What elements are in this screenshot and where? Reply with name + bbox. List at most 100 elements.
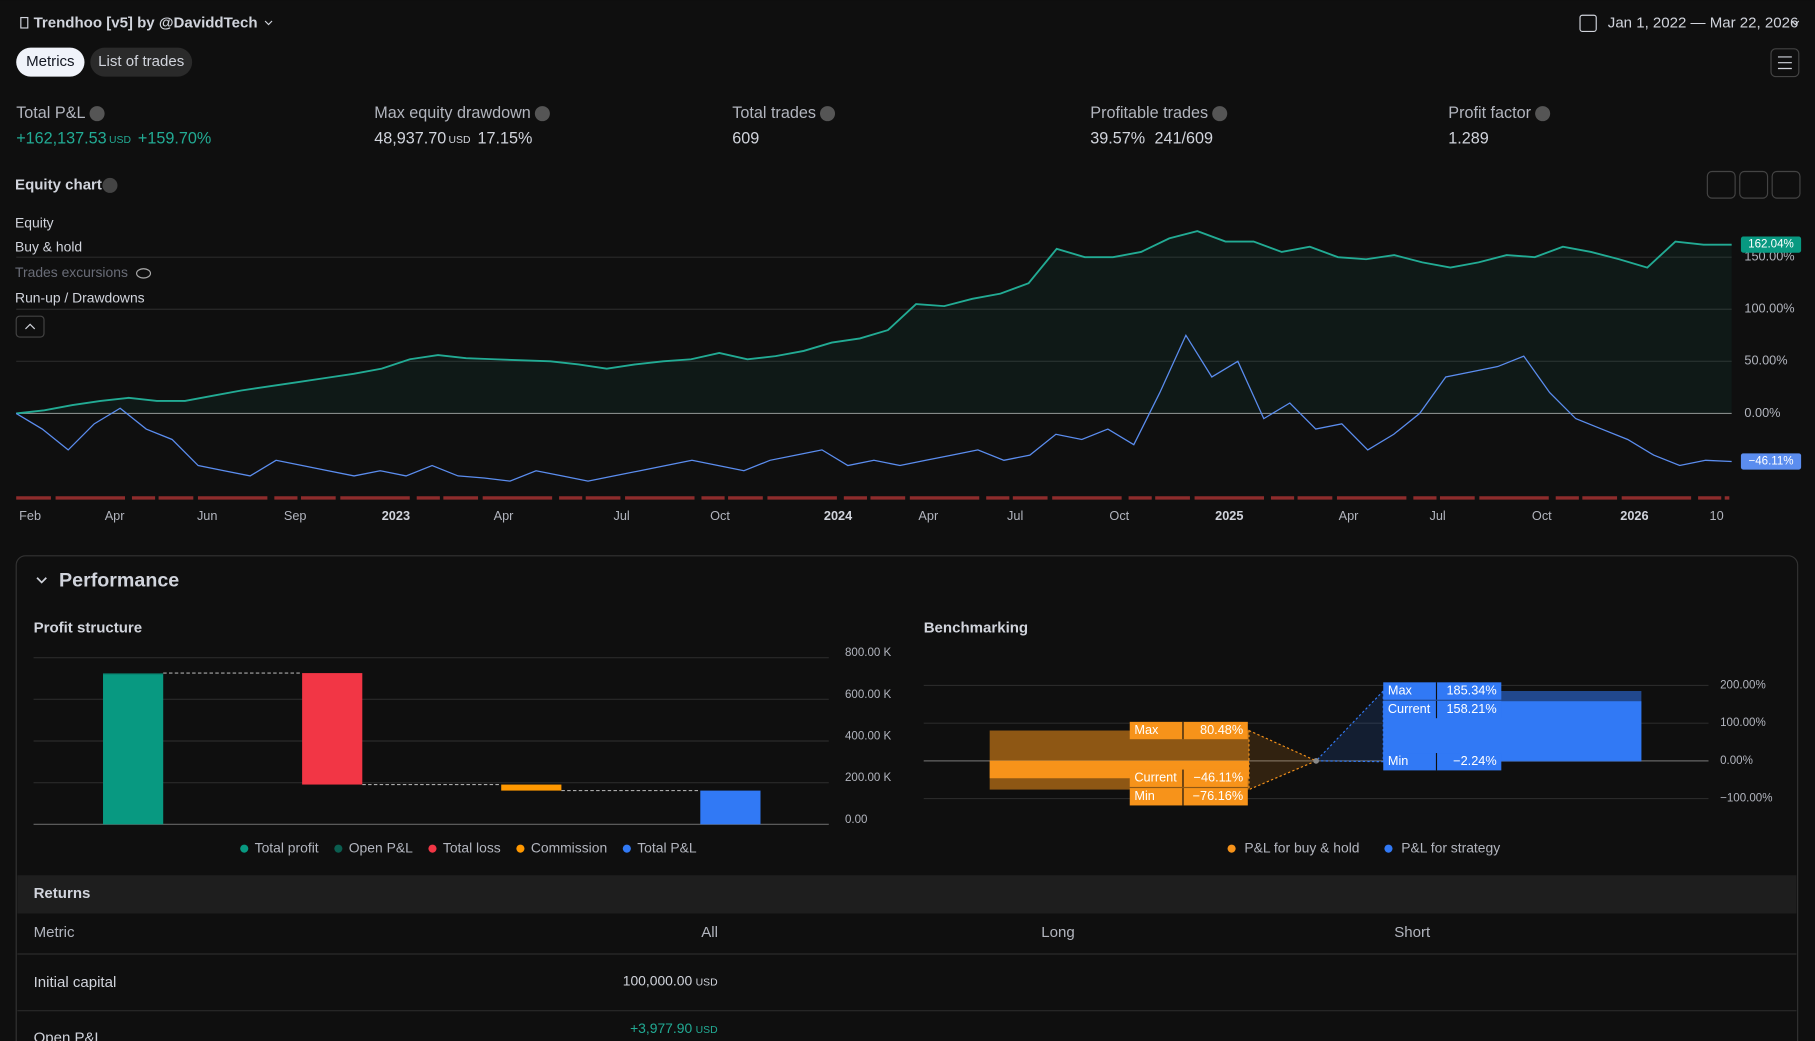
legend-item[interactable]: Buy & hold bbox=[15, 239, 82, 255]
x-tick-label: 2026 bbox=[1620, 508, 1648, 523]
chart-title: Profit structure bbox=[34, 620, 143, 637]
x-tick-label: Jun bbox=[197, 508, 218, 523]
value-tag bbox=[1383, 700, 1502, 719]
equity-chart: 0.00%50.00%100.00%150.00%Feb Apr Jun Sep 202… bbox=[15, 230, 1802, 523]
equity-area bbox=[16, 231, 1732, 414]
x-tick-label: Feb bbox=[19, 508, 41, 523]
range-fan bbox=[1314, 689, 1384, 763]
x-tick-label: Jul bbox=[1007, 508, 1023, 523]
x-tick-label: Apr bbox=[105, 508, 126, 523]
settings-button[interactable] bbox=[1706, 170, 1736, 199]
value-tag bbox=[1383, 682, 1502, 700]
value-tag bbox=[1383, 753, 1502, 771]
legend-item[interactable]: Run-up / Drawdowns bbox=[15, 290, 145, 306]
bar bbox=[302, 673, 363, 785]
date-range[interactable]: Jan 1, 2022 — Mar 22, 2026 bbox=[1608, 14, 1799, 31]
bar bbox=[700, 790, 761, 825]
cell-unit: USD bbox=[696, 1025, 718, 1036]
y-tick-label: 200.00 K bbox=[845, 772, 892, 784]
info-icon bbox=[819, 106, 836, 122]
tab-bg[interactable] bbox=[90, 47, 193, 77]
metric-extra: +159.70% bbox=[138, 129, 211, 147]
calendar-icon[interactable] bbox=[1579, 14, 1597, 33]
x-tick-label: Oct bbox=[710, 508, 730, 523]
legend-item[interactable]: Trades excursions bbox=[15, 264, 128, 280]
help-icon[interactable] bbox=[102, 177, 118, 193]
metric-value: 48,937.70 bbox=[374, 129, 446, 147]
legend-label: Total profit bbox=[255, 839, 319, 855]
x-tick-label: Jul bbox=[1430, 508, 1446, 523]
legend-dot bbox=[1384, 844, 1393, 853]
legend-label: P&L for buy & hold bbox=[1244, 839, 1359, 855]
y-tick-label: 200.00% bbox=[1720, 680, 1766, 692]
y-tick-label: 800.00 K bbox=[845, 647, 892, 659]
chart-title: Benchmarking bbox=[924, 620, 1028, 637]
metric-unit: USD bbox=[109, 135, 131, 146]
snapshot-button[interactable] bbox=[1739, 170, 1769, 199]
tag-value: −76.16% bbox=[1193, 788, 1244, 803]
y-tick-label: 0.00 bbox=[845, 814, 868, 826]
metric-label: Total P&L bbox=[16, 104, 85, 122]
last-value-label: −46.11% bbox=[1748, 456, 1793, 468]
tag-label: Max bbox=[1134, 722, 1159, 737]
legend-label: Open P&L bbox=[349, 839, 413, 855]
legend-dot bbox=[1227, 844, 1236, 853]
tag-value: 158.21% bbox=[1446, 701, 1496, 716]
bar bbox=[103, 673, 164, 675]
metric-value: +162,137.53 bbox=[16, 129, 106, 147]
section-title: Performance bbox=[59, 569, 179, 591]
legend-item[interactable]: Equity bbox=[15, 214, 54, 230]
cell-unit: USD bbox=[696, 978, 718, 989]
x-tick-label: Jul bbox=[613, 508, 629, 523]
metric-extra: 17.15% bbox=[477, 129, 532, 147]
y-tick-label: 400.00 K bbox=[845, 730, 892, 742]
x-tick-label: 2024 bbox=[824, 508, 852, 523]
column-header: All bbox=[701, 924, 718, 941]
info-icon bbox=[89, 106, 105, 122]
tag-value: −2.24% bbox=[1453, 753, 1497, 768]
metric-unit: USD bbox=[449, 135, 471, 146]
tag-value: 185.34% bbox=[1446, 682, 1496, 697]
column-header: Long bbox=[1041, 924, 1074, 941]
column-header: Short bbox=[1394, 924, 1431, 941]
fullscreen-button[interactable] bbox=[1771, 170, 1801, 199]
metric-label: Profit factor bbox=[1448, 104, 1531, 122]
metrics: Total P&L+162,137.53 USD +159.70%Max equit… bbox=[16, 104, 1551, 147]
x-tick-label: Apr bbox=[918, 508, 939, 523]
row-label: Initial capital bbox=[34, 974, 117, 991]
tab[interactable]: Metrics bbox=[26, 53, 74, 70]
strategy-title[interactable]: Trendhoo [v5] by @DaviddTech bbox=[34, 14, 258, 31]
dropdown-icon[interactable] bbox=[264, 20, 273, 26]
dropdown-icon[interactable] bbox=[1791, 20, 1800, 26]
hidden-icon[interactable] bbox=[136, 268, 152, 279]
metric-label: Max equity drawdown bbox=[374, 104, 531, 122]
legend-dot bbox=[240, 844, 249, 853]
layout-button[interactable] bbox=[1770, 48, 1800, 78]
legend-label: Total P&L bbox=[637, 839, 697, 855]
y-tick-label: 100.00% bbox=[1744, 301, 1794, 316]
y-tick-label: 0.00% bbox=[1744, 405, 1780, 420]
layout-icon bbox=[1777, 56, 1792, 70]
tab-active[interactable] bbox=[16, 47, 85, 77]
equity-title: Equity chart bbox=[15, 176, 102, 193]
x-tick-label: Apr bbox=[494, 508, 515, 523]
metric-value: 39.57% bbox=[1090, 129, 1145, 147]
collapse-icon[interactable] bbox=[36, 577, 47, 584]
x-tick-label: Apr bbox=[1339, 508, 1360, 523]
tab[interactable]: List of trades bbox=[98, 53, 184, 70]
metric-extra: 241/609 bbox=[1154, 129, 1213, 147]
table-title: Returns bbox=[34, 885, 91, 902]
value-tag bbox=[1129, 788, 1248, 806]
last-value-badge bbox=[1740, 236, 1802, 253]
buy-hold-line bbox=[15, 333, 1732, 482]
metric-value: 1.289 bbox=[1448, 129, 1489, 147]
metric-label: Total trades bbox=[732, 104, 816, 122]
x-tick-label: 10 bbox=[1710, 508, 1724, 523]
collapse-button[interactable] bbox=[15, 315, 45, 338]
last-value-label: 162.04% bbox=[1748, 239, 1794, 251]
x-tick-label: 2023 bbox=[382, 508, 410, 523]
pivot bbox=[1313, 757, 1320, 764]
last-value-badge bbox=[1740, 453, 1802, 470]
row-label: Open P&L bbox=[34, 1029, 103, 1041]
